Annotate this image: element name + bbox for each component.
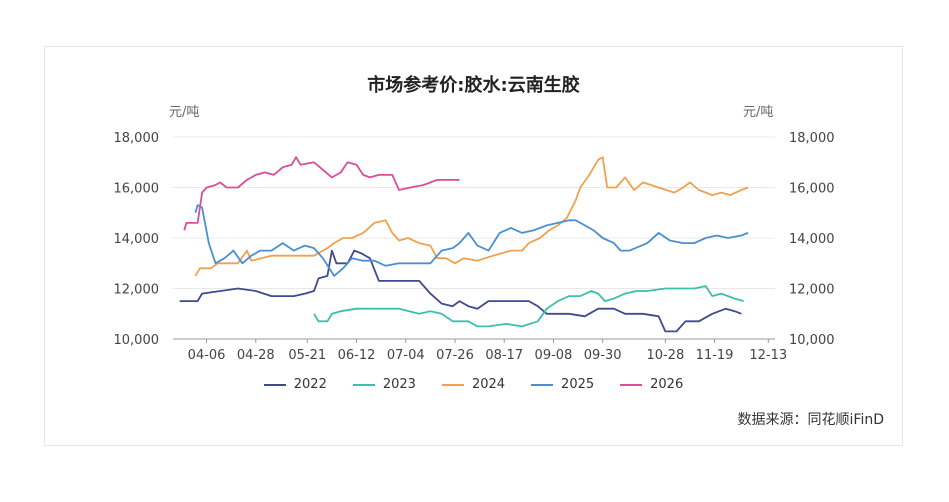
series-line-2024 [194,156,749,277]
line-chart-plot: 10,000 10,000 12,000 12,000 14,000 14,000 16,0… [114,131,835,363]
legend-item-2022[interactable]: 2022 [263,377,327,392]
x-tick-label: 09-08 [535,348,573,363]
x-tick-label: 07-04 [387,348,425,363]
chart-title: 市场参考价:胶水:云南生胶 [367,75,580,96]
y-tick-label-right: 14,000 [789,232,835,247]
y-tick-label-left: 18,000 [114,131,160,146]
legend-label: 2025 [561,377,595,392]
x-tick-label: 10-28 [646,348,684,363]
chart-card: 市场参考价:胶水:云南生胶 元/吨 元/吨 10,000 10,000 12,000… [44,46,903,446]
chart-legend: 2022 2023 2024 2025 2026 [45,377,902,392]
x-tick-label: 09-30 [584,348,622,363]
legend-swatch [263,383,286,386]
legend-swatch [531,383,554,386]
x-tick-label: 08-17 [485,348,523,363]
data-source-note: 数据来源：同花顺iFinD [737,412,884,428]
right-axis-unit: 元/吨 [743,105,774,120]
series-line-2023 [313,285,744,328]
series-line-2022 [179,249,742,333]
legend-swatch [620,383,643,386]
legend-item-2025[interactable]: 2025 [531,377,594,392]
legend-item-2023[interactable]: 2023 [352,377,416,392]
legend-label: 2024 [471,377,506,392]
x-tick-label: 04-06 [188,348,226,363]
y-tick-label-right: 16,000 [789,182,835,197]
legend-label: 2026 [650,377,684,392]
x-tick-label: 11-19 [696,348,734,363]
y-tick-label-left: 12,000 [114,283,160,298]
series-line-2025 [194,204,749,277]
series-line-2026 [183,156,460,231]
legend-item-2024[interactable]: 2024 [441,377,506,392]
x-tick-label: 07-26 [436,348,474,363]
legend-label: 2023 [382,377,416,392]
x-tick-label: 05-21 [288,348,326,363]
legend-swatch [352,383,375,386]
legend-swatch [441,383,464,386]
x-tick-label: 06-12 [338,348,376,363]
y-tick-label-right: 18,000 [789,131,835,146]
y-tick-label-left: 10,000 [114,333,160,348]
legend-item-2026[interactable]: 2026 [620,377,683,392]
left-axis-unit: 元/吨 [169,105,200,120]
x-tick-label: 04-28 [237,348,275,363]
legend-label: 2022 [293,377,327,392]
x-tick-label: 12-13 [749,348,787,363]
y-tick-label-right: 12,000 [789,283,835,298]
y-tick-label-left: 14,000 [114,232,160,247]
y-tick-label-right: 10,000 [789,333,835,348]
y-tick-label-left: 16,000 [114,182,160,197]
